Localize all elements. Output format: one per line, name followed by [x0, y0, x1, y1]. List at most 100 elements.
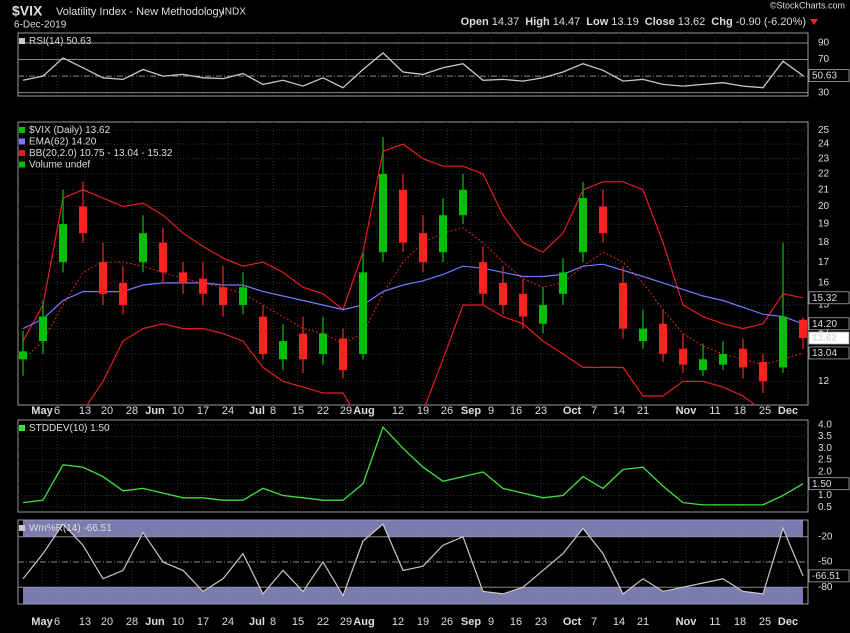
last-value-label: 13.04 — [812, 348, 837, 359]
x-tick-label: Jul — [249, 616, 265, 628]
candle-body — [259, 316, 267, 354]
candle-body — [759, 361, 767, 382]
candle-body — [479, 262, 487, 294]
candle-body — [359, 272, 367, 354]
legend-swatch — [19, 138, 25, 145]
y-tick-label: 19 — [818, 219, 830, 230]
candle-body — [719, 353, 727, 365]
candle-body — [559, 272, 567, 294]
x-tick-label: 29 — [340, 405, 352, 417]
legend-label: STDDEV(10) 1.50 — [29, 423, 110, 434]
date: 6-Dec-2019 — [14, 20, 67, 31]
y-tick-label: 21 — [818, 184, 830, 195]
y-tick-label: -80 — [818, 582, 833, 593]
x-tick-label: 16 — [510, 616, 522, 628]
y-tick-label: 90 — [818, 38, 830, 49]
y-tick-label: 1.0 — [818, 490, 832, 501]
quote-value: 13.19 — [611, 16, 639, 28]
candle-body — [779, 316, 787, 368]
bollinger-lower — [86, 304, 756, 405]
series-line — [22, 523, 804, 597]
x-tick-label: 8 — [270, 405, 276, 417]
x-tick-label: 15 — [292, 616, 304, 628]
candle-body — [379, 173, 387, 253]
x-tick-label: Dec — [778, 405, 798, 417]
x-tick-label: 9 — [488, 616, 494, 628]
bollinger-middle — [22, 227, 804, 366]
quote-value: 14.47 — [553, 16, 581, 28]
x-tick-label: Aug — [353, 405, 374, 417]
x-tick-label: 24 — [222, 616, 234, 628]
x-tick-label: 7 — [591, 616, 597, 628]
x-tick-label: Sep — [461, 616, 481, 628]
candle-body — [439, 215, 447, 253]
y-tick-label: 4.0 — [818, 419, 832, 430]
x-tick-label: Dec — [778, 616, 798, 628]
y-tick-label: 30 — [818, 87, 830, 98]
last-value-label: 50.63 — [812, 71, 837, 82]
x-tick-label: Oct — [563, 405, 582, 417]
y-tick-label: 23 — [818, 153, 830, 164]
x-tick-label: May — [31, 405, 53, 417]
down-arrow — [810, 19, 818, 25]
x-tick-label: 25 — [759, 405, 771, 417]
candle-body — [539, 304, 547, 324]
instrument-name: Volatility Index - New Methodology — [56, 6, 225, 18]
x-tick-label: 10 — [172, 616, 184, 628]
y-tick-label: 15 — [818, 300, 830, 311]
candle-body — [659, 323, 667, 354]
candle-body — [599, 206, 607, 234]
quote-label: Open — [461, 16, 489, 28]
last-value-box — [808, 477, 850, 491]
y-tick-label: 20 — [818, 201, 830, 212]
candle-body — [739, 348, 747, 368]
last-value-box — [808, 346, 850, 360]
candle-body — [699, 359, 707, 371]
last-value-box — [808, 69, 850, 82]
x-tick-label: Sep — [461, 405, 481, 417]
series-line — [22, 52, 804, 89]
candle-body — [59, 224, 67, 263]
y-tick-label: -20 — [818, 531, 833, 542]
legend-label: RSI(14) 50.63 — [29, 36, 92, 47]
candle-body — [159, 242, 167, 273]
y-tick-label: 2.5 — [818, 455, 832, 466]
quote-value: -0.90 (-6.20%) — [736, 16, 806, 28]
y-tick-label: 25 — [818, 125, 830, 136]
candle-body — [219, 287, 227, 305]
y-tick-label: 3.0 — [818, 443, 832, 454]
candle-body — [299, 333, 307, 360]
candle-body — [339, 338, 347, 371]
y-tick-label: -50 — [818, 557, 833, 568]
x-tick-label: Jun — [145, 616, 165, 628]
x-tick-label: 29 — [340, 616, 352, 628]
legend-label: Wm%R(14) -66.51 — [29, 523, 112, 534]
x-tick-label: 8 — [270, 616, 276, 628]
last-value-label: -66.51 — [812, 571, 841, 582]
x-tick-label: 12 — [392, 405, 404, 417]
x-tick-label: 14 — [613, 616, 625, 628]
candle-body — [319, 333, 327, 354]
overbought-area — [23, 520, 803, 537]
x-tick-label: 6 — [54, 616, 60, 628]
x-tick-label: 17 — [197, 405, 209, 417]
y-tick-label: 24 — [818, 139, 830, 150]
x-tick-label: Nov — [676, 405, 698, 417]
quote-label: Chg — [711, 16, 732, 28]
x-tick-label: Oct — [563, 616, 582, 628]
x-tick-label: 13 — [79, 405, 91, 417]
x-tick-label: 18 — [734, 616, 746, 628]
last-value-box — [808, 317, 850, 331]
candle-body — [399, 189, 407, 243]
quote-value: 13.62 — [678, 16, 706, 28]
x-tick-label: 24 — [222, 405, 234, 417]
candle-body — [679, 348, 687, 365]
x-tick-label: 21 — [637, 616, 649, 628]
x-tick-label: 22 — [317, 405, 329, 417]
candle-body — [239, 287, 247, 305]
x-tick-label: Aug — [353, 616, 374, 628]
y-tick-label: 22 — [818, 169, 830, 180]
x-tick-label: Jun — [145, 405, 165, 417]
